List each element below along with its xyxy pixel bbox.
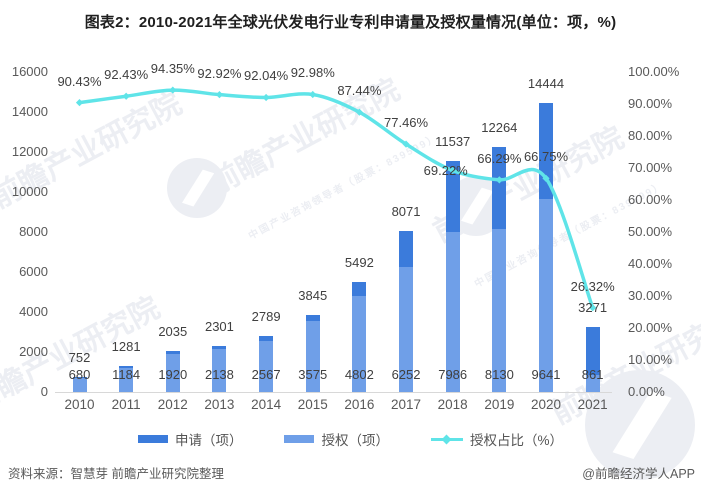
bar-grants-2012 xyxy=(165,353,180,392)
bar-grants-2013 xyxy=(212,349,227,392)
label-ratio-2016: 87.44% xyxy=(337,83,382,99)
x-axis-label-2020: 2020 xyxy=(530,397,562,412)
x-axis-label-2010: 2010 xyxy=(64,397,95,412)
bar-grants-2011 xyxy=(119,368,134,392)
bar-grants-2021 xyxy=(585,374,600,392)
y-axis-label-left: 0 xyxy=(40,384,48,399)
x-axis-line xyxy=(55,392,612,393)
label-grants-2015: 3575 xyxy=(298,367,328,382)
y-axis-label-left: 6000 xyxy=(19,264,48,279)
y-axis-label-left: 12000 xyxy=(11,144,48,159)
label-applications-2018: 11537 xyxy=(435,134,471,150)
y-axis-label-right: 90.00% xyxy=(628,96,673,111)
label-applications-2017: 8071 xyxy=(391,203,421,219)
label-applications-2010: 752 xyxy=(68,349,91,365)
y-axis-label-left: 14000 xyxy=(11,104,48,119)
legend-bar-swatch-icon xyxy=(137,435,168,443)
legend-item-grant-ratio[interactable]: 授权占比（%） xyxy=(430,429,563,449)
x-axis-label-2013: 2013 xyxy=(204,397,235,412)
legend-line-swatch-icon xyxy=(430,434,463,444)
label-applications-2015: 3845 xyxy=(298,288,328,304)
y-axis-label-left: 16000 xyxy=(11,64,48,79)
credit-text: @前瞻经济学人APP xyxy=(582,467,695,481)
label-grants-2016: 4802 xyxy=(344,367,374,382)
label-grants-2017: 6252 xyxy=(391,367,421,382)
label-applications-2020: 14444 xyxy=(527,76,565,92)
y-axis-label-right: 10.00% xyxy=(628,352,673,367)
x-axis-label-2015: 2015 xyxy=(297,397,328,412)
y-axis-label-right: 80.00% xyxy=(628,128,673,143)
label-ratio-2011: 92.43% xyxy=(104,67,149,83)
label-ratio-2015: 92.98% xyxy=(290,65,335,81)
label-grants-2019: 8130 xyxy=(484,367,514,382)
x-axis-label-2014: 2014 xyxy=(251,397,282,412)
x-axis-label-2016: 2016 xyxy=(344,397,375,412)
y-axis-label-right: 100.00% xyxy=(628,64,680,79)
y-axis-label-left: 4000 xyxy=(19,304,48,319)
x-axis-label-2017: 2017 xyxy=(391,397,422,412)
label-ratio-2012: 94.35% xyxy=(150,61,195,77)
x-axis-label-2011: 2011 xyxy=(111,397,141,412)
label-grants-2013: 2138 xyxy=(204,367,234,382)
label-ratio-2020: 66.75% xyxy=(523,149,569,165)
x-axis-label-2018: 2018 xyxy=(437,397,468,412)
footer: 资料来源：智慧芽 前瞻产业研究院整理 @前瞻经济学人APP xyxy=(8,463,695,482)
bar-grants-2016 xyxy=(352,295,367,392)
y-axis-label-left: 10000 xyxy=(11,184,48,199)
label-grants-2010: 680 xyxy=(68,367,91,382)
y-axis-label-right: 0.00% xyxy=(628,384,665,399)
source-text: 资料来源：智慧芽 前瞻产业研究院整理 xyxy=(8,467,224,481)
label-grants-2011: 1184 xyxy=(112,367,141,382)
bar-grants-2015 xyxy=(305,320,320,392)
label-grants-2018: 7986 xyxy=(438,367,468,382)
legend-line-marker-icon xyxy=(441,434,452,444)
x-axis-label-2012: 2012 xyxy=(157,397,188,412)
label-applications-2014: 2789 xyxy=(251,309,281,325)
label-ratio-2010: 90.43% xyxy=(57,73,102,89)
qianzhan-logo-icon xyxy=(585,370,695,480)
label-applications-2011: 1281 xyxy=(111,339,141,355)
legend-item-label: 申请（项） xyxy=(174,433,243,448)
y-axis-label-right: 60.00% xyxy=(628,192,673,207)
bar-grants-2014 xyxy=(259,340,274,392)
label-ratio-2021: 26.32% xyxy=(570,278,615,294)
y-axis-label-right: 70.00% xyxy=(628,160,673,175)
label-ratio-2017: 77.46% xyxy=(384,115,429,131)
label-applications-2016: 5492 xyxy=(344,255,374,271)
legend-item-grants[interactable]: 授权（项） xyxy=(284,429,389,449)
legend: 申请（项） 授权（项） 授权占比（%） xyxy=(0,429,701,449)
legend-item-label: 授权占比（%） xyxy=(469,433,563,448)
y-axis-label-right: 30.00% xyxy=(628,288,673,303)
label-ratio-2014: 92.04% xyxy=(244,68,289,84)
label-applications-2021: 3271 xyxy=(578,299,608,315)
x-axis-label-2019: 2019 xyxy=(484,397,515,412)
y-axis-label-left: 8000 xyxy=(19,224,48,239)
label-grants-2020: 9641 xyxy=(531,367,561,382)
label-ratio-2013: 92.92% xyxy=(197,65,242,81)
label-applications-2013: 2301 xyxy=(204,318,234,334)
legend-item-label: 授权（项） xyxy=(321,433,389,448)
y-axis-label-left: 2000 xyxy=(19,344,48,359)
y-axis-label-right: 40.00% xyxy=(628,256,673,271)
bar-grants-2010 xyxy=(72,378,87,392)
legend-bar-swatch-icon xyxy=(284,435,315,443)
label-applications-2012: 2035 xyxy=(158,324,188,340)
legend-item-applications[interactable]: 申请（项） xyxy=(137,429,243,449)
label-applications-2019: 12264 xyxy=(481,119,518,135)
label-grants-2014: 2567 xyxy=(251,367,281,382)
chart-title: 图表2：2010-2021年全球光伏发电行业专利申请量及授权量情况(单位：项，%… xyxy=(84,14,617,31)
y-axis-label-right: 20.00% xyxy=(628,320,673,335)
label-grants-2012: 1920 xyxy=(158,367,188,382)
y-axis-label-right: 50.00% xyxy=(628,224,673,239)
label-grants-2021: 861 xyxy=(581,367,604,382)
x-axis-label-2021: 2021 xyxy=(577,397,608,412)
